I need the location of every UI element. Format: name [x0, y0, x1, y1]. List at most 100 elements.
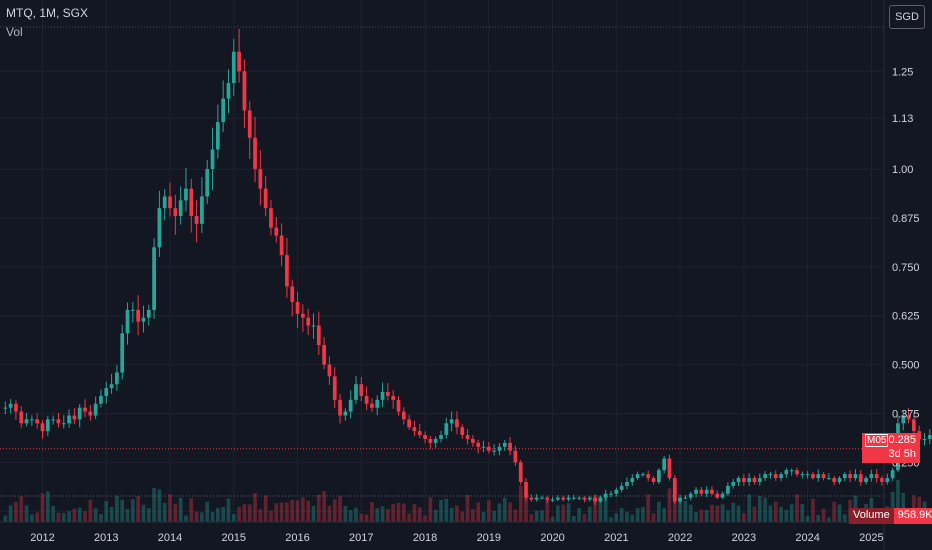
volume-bar: [269, 510, 273, 522]
volume-bar: [109, 506, 114, 522]
bar-countdown: 3d 5h: [888, 448, 916, 460]
candle-body: [83, 407, 87, 412]
x-tick-label: 2022: [668, 532, 692, 544]
volume-bar: [465, 494, 470, 522]
volume-bar: [370, 502, 374, 522]
volume-bar: [253, 493, 257, 522]
volume-bar: [67, 511, 71, 522]
volume-bar: [194, 511, 199, 522]
candle-body: [497, 446, 502, 451]
volume-bar: [784, 510, 789, 522]
candle-body: [476, 442, 481, 447]
volume-bar: [715, 505, 720, 522]
volume-bar: [492, 510, 496, 522]
volume-bar: [524, 496, 528, 522]
x-tick-label: 2023: [732, 532, 756, 544]
candle-body: [152, 247, 156, 310]
volume-bar: [502, 497, 507, 522]
candle-body: [401, 411, 406, 420]
volume-bar: [136, 496, 141, 522]
candle-body: [874, 474, 879, 479]
candle-body: [215, 122, 220, 150]
volume-bar: [311, 506, 316, 522]
volume-bar: [439, 499, 443, 522]
volume-bar: [24, 505, 29, 522]
candle-body: [763, 474, 767, 479]
volume-bar: [386, 509, 390, 522]
candle-body: [348, 399, 353, 412]
volume-bar: [619, 508, 624, 522]
volume-bar: [896, 479, 900, 522]
candle-body: [784, 470, 789, 475]
candle-body: [364, 395, 369, 404]
volume-bar: [247, 504, 252, 522]
volume-bar: [763, 497, 767, 522]
volume-bar: [577, 507, 582, 522]
volume-bar: [35, 512, 40, 522]
candle-body: [72, 415, 77, 420]
volume-bar: [56, 512, 61, 522]
candle-body: [354, 384, 358, 400]
candle-body: [901, 415, 906, 424]
candle-body: [221, 98, 226, 123]
candle-body: [885, 478, 890, 482]
candle-body: [8, 403, 13, 408]
currency-button[interactable]: SGD: [889, 5, 925, 29]
y-tick-label: 0.625: [892, 311, 920, 323]
volume-bar: [832, 501, 837, 522]
candle-body: [795, 470, 799, 475]
volume-bar: [683, 500, 688, 522]
volume-tag-value: 958.9K: [893, 508, 932, 524]
candle-body: [14, 403, 18, 412]
volume-bar: [226, 498, 231, 522]
candle-body: [56, 419, 61, 424]
x-tick-label: 2012: [30, 532, 54, 544]
volume-bar: [189, 498, 194, 522]
volume-bar: [811, 498, 815, 522]
candle-body: [146, 309, 151, 318]
candle-body: [77, 407, 82, 420]
volume-bar: [795, 494, 799, 522]
candle-body: [757, 478, 762, 482]
volume-bar: [662, 507, 667, 522]
volume-bar: [540, 510, 544, 522]
volume-bar: [486, 500, 491, 522]
volume-bar: [449, 507, 454, 522]
candle-body: [502, 442, 507, 447]
volume-bar: [146, 508, 151, 522]
volume-bar: [444, 498, 449, 522]
volume-bar: [667, 488, 672, 522]
volume-bar: [635, 507, 640, 522]
candle-body: [322, 345, 326, 365]
volume-bar: [231, 514, 236, 522]
candle-body: [603, 493, 608, 498]
candle-body: [699, 489, 704, 494]
volume-bar: [72, 508, 77, 522]
candle-body: [226, 83, 231, 99]
volume-bar: [471, 509, 475, 522]
volume-bar: [566, 503, 571, 522]
candle-body: [386, 392, 390, 396]
volume-bar: [93, 508, 98, 522]
candle-body: [656, 470, 661, 482]
volume-bar: [704, 510, 709, 522]
candle-body: [481, 446, 486, 448]
candle-body: [508, 442, 512, 451]
candle-body: [630, 478, 635, 482]
volume-bar: [417, 507, 422, 522]
volume-bar: [396, 502, 401, 522]
x-tick-label: 2019: [477, 532, 501, 544]
volume-bar: [656, 501, 661, 522]
candle-body: [109, 384, 114, 389]
volume-bar: [433, 509, 438, 522]
volume-bar: [152, 487, 156, 522]
volume-bar: [816, 514, 821, 522]
candle-body: [672, 478, 677, 502]
volume-bar: [8, 505, 13, 522]
volume-bar: [77, 507, 82, 522]
candle-body: [189, 188, 194, 217]
candle-body: [752, 478, 757, 482]
volume-bar: [556, 505, 560, 522]
candle-body: [556, 497, 560, 500]
